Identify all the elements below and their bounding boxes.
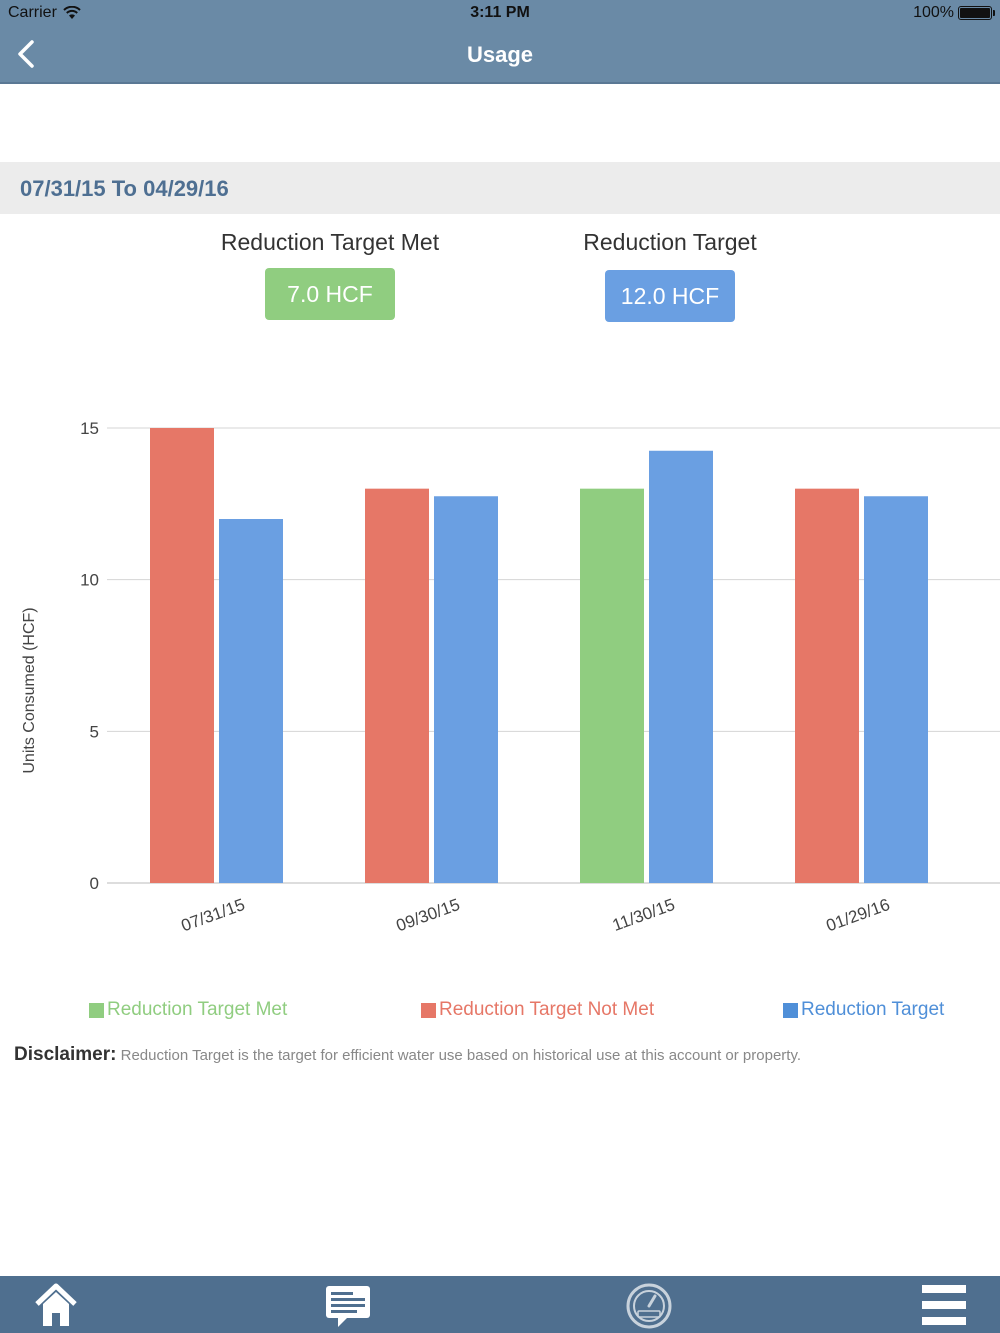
legend-item-not-met: Reduction Target Not Met (421, 999, 654, 1021)
usage-bar (150, 428, 214, 883)
usage-bar (795, 488, 859, 883)
y-tick-label: 5 (90, 722, 99, 741)
y-tick-label: 10 (80, 571, 99, 590)
tab-messages[interactable] (312, 1276, 384, 1333)
meter-gauge-icon (626, 1283, 672, 1328)
navigation-bar: Carrier 3:11 PM 100% Usage (0, 0, 1000, 84)
tab-home[interactable] (20, 1276, 92, 1333)
usage-chart: 0 5 10 15 Units Consumed (HCF) 07/31/15 09/30/… (21, 419, 1000, 935)
x-tick-label: 01/29/16 (824, 895, 893, 935)
disclaimer: Disclaimer: Reduction Target is the targ… (14, 1044, 984, 1066)
y-tick-label: 0 (90, 874, 99, 893)
status-carrier: Carrier (8, 4, 81, 22)
chevron-left-icon (18, 40, 34, 68)
y-axis-label: Units Consumed (HCF) (21, 607, 38, 773)
legend-item-target: Reduction Target (783, 999, 944, 1021)
page-title: Usage (466, 42, 534, 67)
target-bar (649, 450, 713, 883)
reduction-target-label: Reduction Target (583, 229, 757, 255)
target-bar (219, 519, 283, 883)
legend-item-met: Reduction Target Met (89, 999, 287, 1021)
menu-icon (922, 1284, 966, 1325)
legend-label-not-met: Reduction Target Not Met (439, 999, 655, 1020)
legend-swatch-not-met (421, 1002, 436, 1018)
tab-bar (0, 1276, 1000, 1333)
legend-label-target: Reduction Target (801, 999, 945, 1020)
x-tick-label: 07/31/15 (179, 895, 248, 935)
usage-bar (580, 488, 644, 883)
back-button[interactable] (10, 36, 44, 72)
legend-swatch-target (783, 1002, 798, 1018)
date-range-bar: 07/31/15 To 04/29/16 (0, 162, 1000, 214)
tab-menu[interactable] (908, 1276, 980, 1333)
reduction-target-value: 12.0 HCF (605, 270, 735, 322)
home-icon (35, 1283, 77, 1326)
legend-label-met: Reduction Target Met (107, 999, 288, 1020)
usage-bar (365, 488, 429, 883)
disclaimer-label: Disclaimer: (14, 1044, 117, 1065)
target-bar (434, 496, 498, 883)
date-range-label: 07/31/15 To 04/29/16 (20, 176, 229, 201)
x-tick-label: 11/30/15 (610, 895, 678, 935)
disclaimer-text: Reduction Target is the target for effic… (120, 1047, 802, 1064)
wifi-icon (63, 6, 81, 19)
status-time: 3:11 PM (470, 4, 530, 21)
messages-icon (326, 1285, 370, 1327)
reduction-target-met-value: 7.0 HCF (265, 268, 395, 320)
x-tick-label: 09/30/15 (394, 895, 463, 935)
battery-icon (958, 6, 995, 20)
legend-swatch-met (89, 1002, 104, 1018)
status-battery: 100% (913, 4, 995, 22)
tab-meter[interactable] (613, 1276, 685, 1333)
reduction-target-met-label: Reduction Target Met (220, 229, 440, 255)
carrier-label: Carrier (8, 4, 57, 21)
y-tick-label: 15 (80, 419, 99, 438)
battery-percent: 100% (913, 4, 954, 21)
target-bar (864, 496, 928, 883)
